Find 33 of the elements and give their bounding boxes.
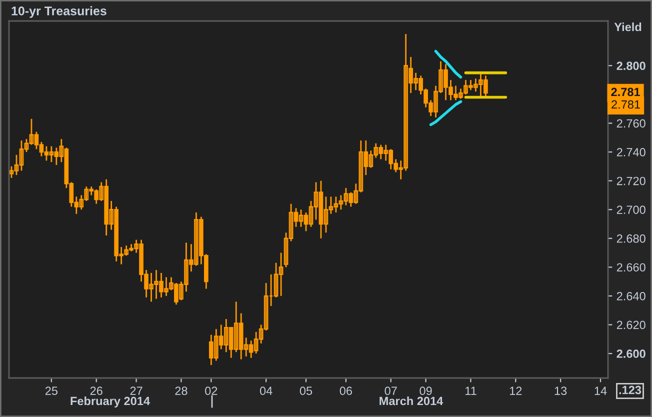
y-tick-label: 2.800 <box>616 62 646 70</box>
y-tick-label: 2.660 <box>616 263 646 272</box>
x-tick-label: 02 <box>205 386 218 396</box>
text: .123 <box>619 386 642 394</box>
x-tick-label: 04 <box>260 386 272 396</box>
text: 2.781 <box>612 100 640 109</box>
y-tick-label: 2.740 <box>616 148 646 156</box>
y-tick-label: 2.700 <box>616 206 646 214</box>
x-tick-label: 05 <box>300 386 312 396</box>
y-tick-label: 2.600 <box>616 350 646 358</box>
x-tick-label: 09 <box>420 386 432 396</box>
line-series <box>434 50 462 79</box>
text: February 2014 <box>70 396 150 408</box>
y-tick-label: 2.640 <box>616 292 646 300</box>
x-tick-label: 06 <box>340 386 352 396</box>
y-tick-label: 2.680 <box>616 234 646 243</box>
line-series <box>429 100 462 126</box>
annotation: 2.781 <box>611 88 640 96</box>
chart-title: 10-yr Treasuries <box>12 6 106 18</box>
text: March 2014 <box>380 396 444 406</box>
x-tick-label: 07 <box>384 386 397 396</box>
x-tick-label: 27 <box>130 386 142 395</box>
x-tick-label: 12 <box>510 386 522 395</box>
x-tick-label: 26 <box>90 386 102 396</box>
y-axis-title: Yield <box>614 22 642 32</box>
x-tick-label: 13 <box>554 386 567 396</box>
y-tick-label: 2.760 <box>616 119 646 128</box>
x-tick-label: 25 <box>45 386 58 396</box>
x-tick-label: 28 <box>175 386 188 396</box>
y-tick-label: 2.620 <box>616 320 646 330</box>
x-tick-label: 14 <box>594 386 607 395</box>
y-tick-label: 2.720 <box>616 176 646 186</box>
x-tick-label: 11 <box>466 386 476 395</box>
